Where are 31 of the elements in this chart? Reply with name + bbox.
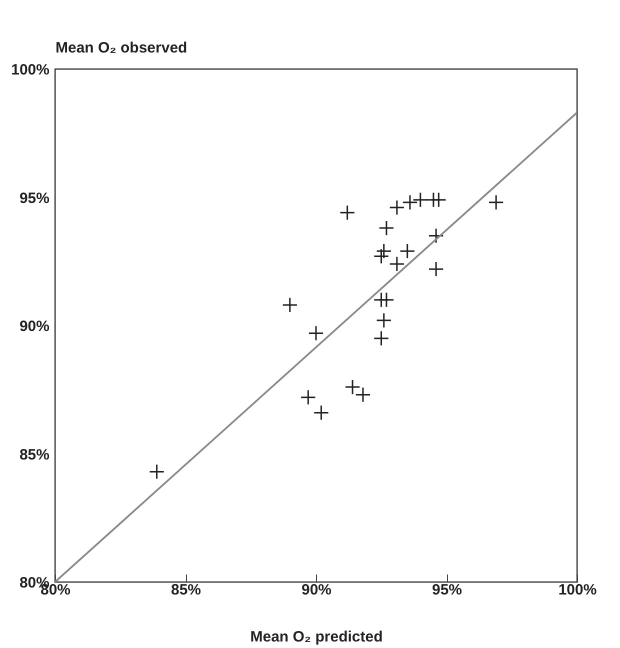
x-tick-label: 90% (301, 582, 332, 598)
x-tick-label: 100% (558, 582, 597, 598)
y-tick-label: 85% (19, 446, 50, 464)
y-tick-label: 95% (19, 190, 50, 207)
point (148, 464, 165, 480)
point (389, 256, 405, 272)
point (340, 204, 356, 220)
point (373, 330, 390, 346)
point (488, 194, 504, 210)
point (400, 243, 416, 259)
y-tick-label: 90% (19, 318, 50, 335)
point (376, 243, 392, 259)
point (428, 228, 444, 244)
point (430, 192, 446, 208)
point (412, 192, 428, 208)
point (300, 390, 316, 406)
point (282, 297, 298, 313)
point (373, 248, 390, 264)
point (376, 312, 392, 328)
x-axis-title: Mean O₂ predicted (250, 628, 383, 646)
point (389, 200, 405, 216)
point (308, 325, 324, 342)
point (313, 404, 330, 421)
point (378, 220, 394, 236)
y-tick-label: 100% (11, 62, 50, 78)
x-tick-label: 85% (170, 582, 202, 598)
x-tick-label: 95% (432, 582, 462, 598)
y-axis-title: Mean O₂ observed (56, 40, 188, 56)
point (428, 261, 444, 277)
point (402, 194, 418, 210)
point (378, 292, 394, 308)
